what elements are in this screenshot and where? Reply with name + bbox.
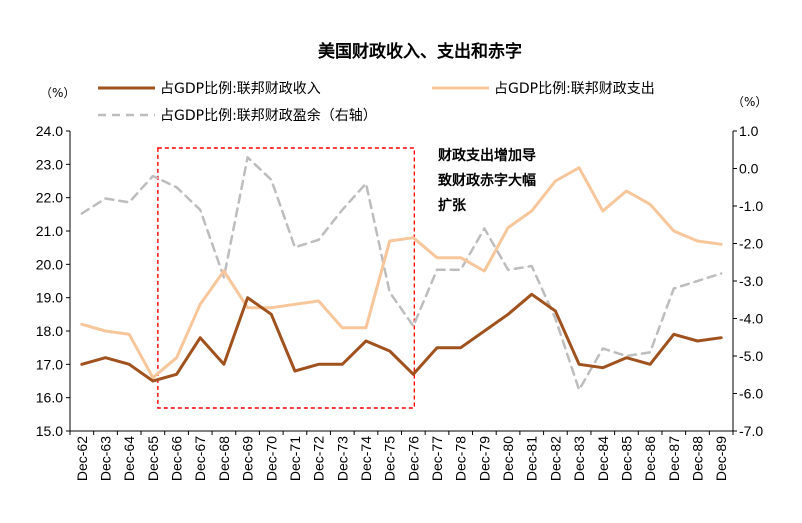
- annotation-line: 扩张: [438, 197, 467, 214]
- left-tick-label: 24.0: [36, 123, 63, 139]
- x-tick-label: Dec-62: [74, 436, 90, 481]
- left-tick-label: 21.0: [36, 223, 63, 239]
- x-tick-label: Dec-63: [98, 436, 114, 481]
- right-tick-label: -4.0: [739, 311, 763, 327]
- x-tick-label: Dec-81: [524, 436, 540, 481]
- x-tick-label: Dec-67: [192, 436, 208, 481]
- x-tick-label: Dec-76: [405, 436, 421, 481]
- x-tick-label: Dec-71: [287, 436, 303, 481]
- x-tick-label: Dec-85: [618, 436, 634, 481]
- left-tick-label: 18.0: [36, 323, 63, 339]
- x-tick-label: Dec-70: [263, 436, 279, 481]
- right-tick-label: -6.0: [739, 386, 763, 402]
- plot-area: [80, 156, 723, 392]
- right-axis-unit: （%）: [732, 95, 767, 109]
- right-tick-label: 1.0: [739, 123, 759, 139]
- x-tick-label: Dec-87: [666, 436, 682, 481]
- right-tick-label: -7.0: [739, 423, 763, 439]
- x-tick-label: Dec-84: [595, 436, 611, 481]
- left-axis-unit: （%）: [40, 86, 75, 100]
- highlight-box-group: [157, 147, 416, 409]
- left-tick-label: 22.0: [36, 190, 63, 206]
- x-tick-label: Dec-66: [169, 436, 185, 481]
- legend-label-3: 占GDP比例:联邦财政盈余（右轴）: [160, 107, 377, 124]
- right-tick-label: -2.0: [739, 236, 763, 252]
- x-tick-label: Dec-74: [358, 436, 374, 481]
- left-tick-label: 20.0: [36, 256, 63, 272]
- left-tick-label: 19.0: [36, 290, 63, 306]
- x-tick-label: Dec-78: [453, 436, 469, 481]
- x-tick-label: Dec-75: [382, 436, 398, 481]
- x-tick-label: Dec-72: [311, 436, 327, 481]
- x-tick-label: Dec-89: [713, 436, 729, 481]
- x-tick-label: Dec-88: [689, 436, 705, 481]
- series-line-1: [80, 292, 723, 383]
- x-tick-label: Dec-83: [571, 436, 587, 481]
- right-tick-label: -3.0: [739, 273, 763, 289]
- legend-label-2: 占GDP比例:联邦财政支出: [494, 81, 655, 97]
- x-tick-label: Dec-77: [429, 436, 445, 481]
- legend: 占GDP比例:联邦财政收入 占GDP比例:联邦财政支出占GDP比例:联邦财政盈余（…: [98, 81, 655, 124]
- legend-label-1: 占GDP比例:联邦财政收入: [160, 81, 321, 97]
- left-tick-label: 17.0: [36, 356, 63, 372]
- x-tick-label: Dec-86: [642, 436, 658, 481]
- x-tick-label: Dec-79: [476, 436, 492, 481]
- annotation-line: 致财政赤字大幅: [438, 172, 536, 189]
- right-tick-label: -1.0: [739, 198, 763, 214]
- x-tick-label: Dec-68: [216, 436, 232, 481]
- x-tick-label: Dec-69: [240, 436, 256, 481]
- x-tick-label: Dec-80: [500, 436, 516, 481]
- right-tick-label: -5.0: [739, 348, 763, 364]
- series-line-2: [80, 166, 723, 380]
- series-line-3: [80, 156, 723, 392]
- x-tick-label: Dec-82: [547, 436, 563, 481]
- highlight-box: [157, 147, 416, 409]
- left-tick-label: 16.0: [36, 390, 63, 406]
- chart-title: 美国财政收入、支出和赤字: [318, 41, 522, 62]
- left-tick-label: 23.0: [36, 156, 63, 172]
- x-tick-label: Dec-65: [145, 436, 161, 481]
- right-tick-label: 0.0: [739, 161, 759, 177]
- left-tick-label: 15.0: [36, 423, 63, 439]
- x-tick-label: Dec-64: [121, 436, 137, 481]
- annotation-line: 财政支出增加导: [437, 147, 536, 164]
- x-tick-label: Dec-73: [334, 436, 350, 481]
- axes: 15.0 16.0 17.0 18.0 19.0 20.0 21.0 22.0 23.0 24.0…: [36, 123, 764, 481]
